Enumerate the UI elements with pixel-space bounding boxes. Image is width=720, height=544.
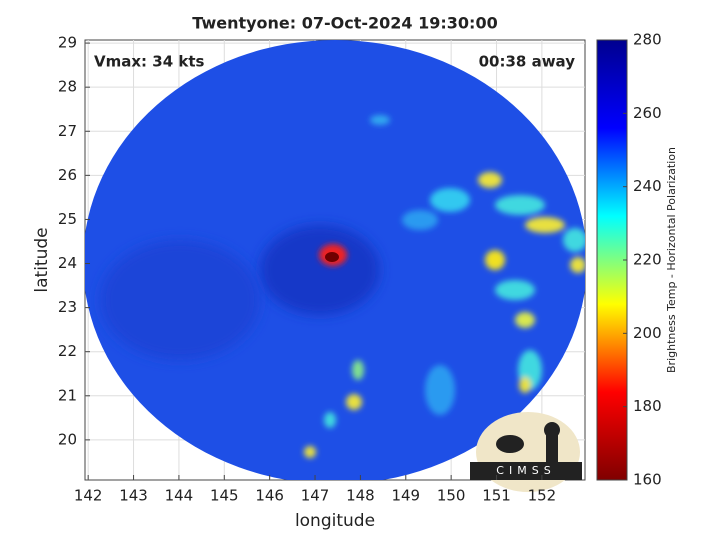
logo-text: CIMSS [496,464,555,477]
colorbar-tick-label: 180 [633,397,662,415]
y-tick-label: 29 [58,34,77,52]
x-tick-label: 144 [165,487,194,505]
colorbar-label: Brightness Temp - Horizontal Polarizatio… [665,147,678,373]
annotation: Vmax: 34 kts [94,53,204,71]
colorbar-tick-label: 220 [633,251,662,269]
x-tick-label: 147 [301,487,330,505]
colorbar-tick-label: 200 [633,324,662,342]
y-tick-label: 23 [58,298,77,316]
colorbar-tick-label: 280 [633,31,662,49]
satellite-image [85,40,585,480]
x-tick-label: 143 [119,487,148,505]
x-tick-label: 150 [437,487,466,505]
x-tick-label: 148 [346,487,375,505]
y-tick-label: 26 [58,166,77,184]
colorbar-tick-label: 160 [633,471,662,489]
y-tick-label: 28 [58,78,77,96]
y-tick-label: 20 [58,430,77,448]
y-tick-label: 25 [58,210,77,228]
y-axis-label: latitude [32,227,52,292]
x-tick-label: 146 [255,487,284,505]
colorbar [596,39,628,481]
x-tick-label: 149 [391,487,420,505]
y-tick-label: 27 [58,122,77,140]
chart-title: Twentyone: 07-Oct-2024 19:30:00 [192,14,497,33]
x-tick-label: 142 [74,487,103,505]
x-axis-label: longitude [295,511,375,531]
y-tick-label: 24 [58,254,77,272]
colorbar-tick-label: 260 [633,104,662,122]
x-tick-label: 152 [528,487,557,505]
cimss-logo: CIMSS [470,412,582,492]
x-tick-label: 151 [482,487,511,505]
y-tick-label: 22 [58,342,77,360]
colorbar-tick-label: 240 [633,177,662,195]
x-tick-label: 145 [210,487,239,505]
annotation: 00:38 away [479,53,576,71]
y-tick-label: 21 [58,386,77,404]
